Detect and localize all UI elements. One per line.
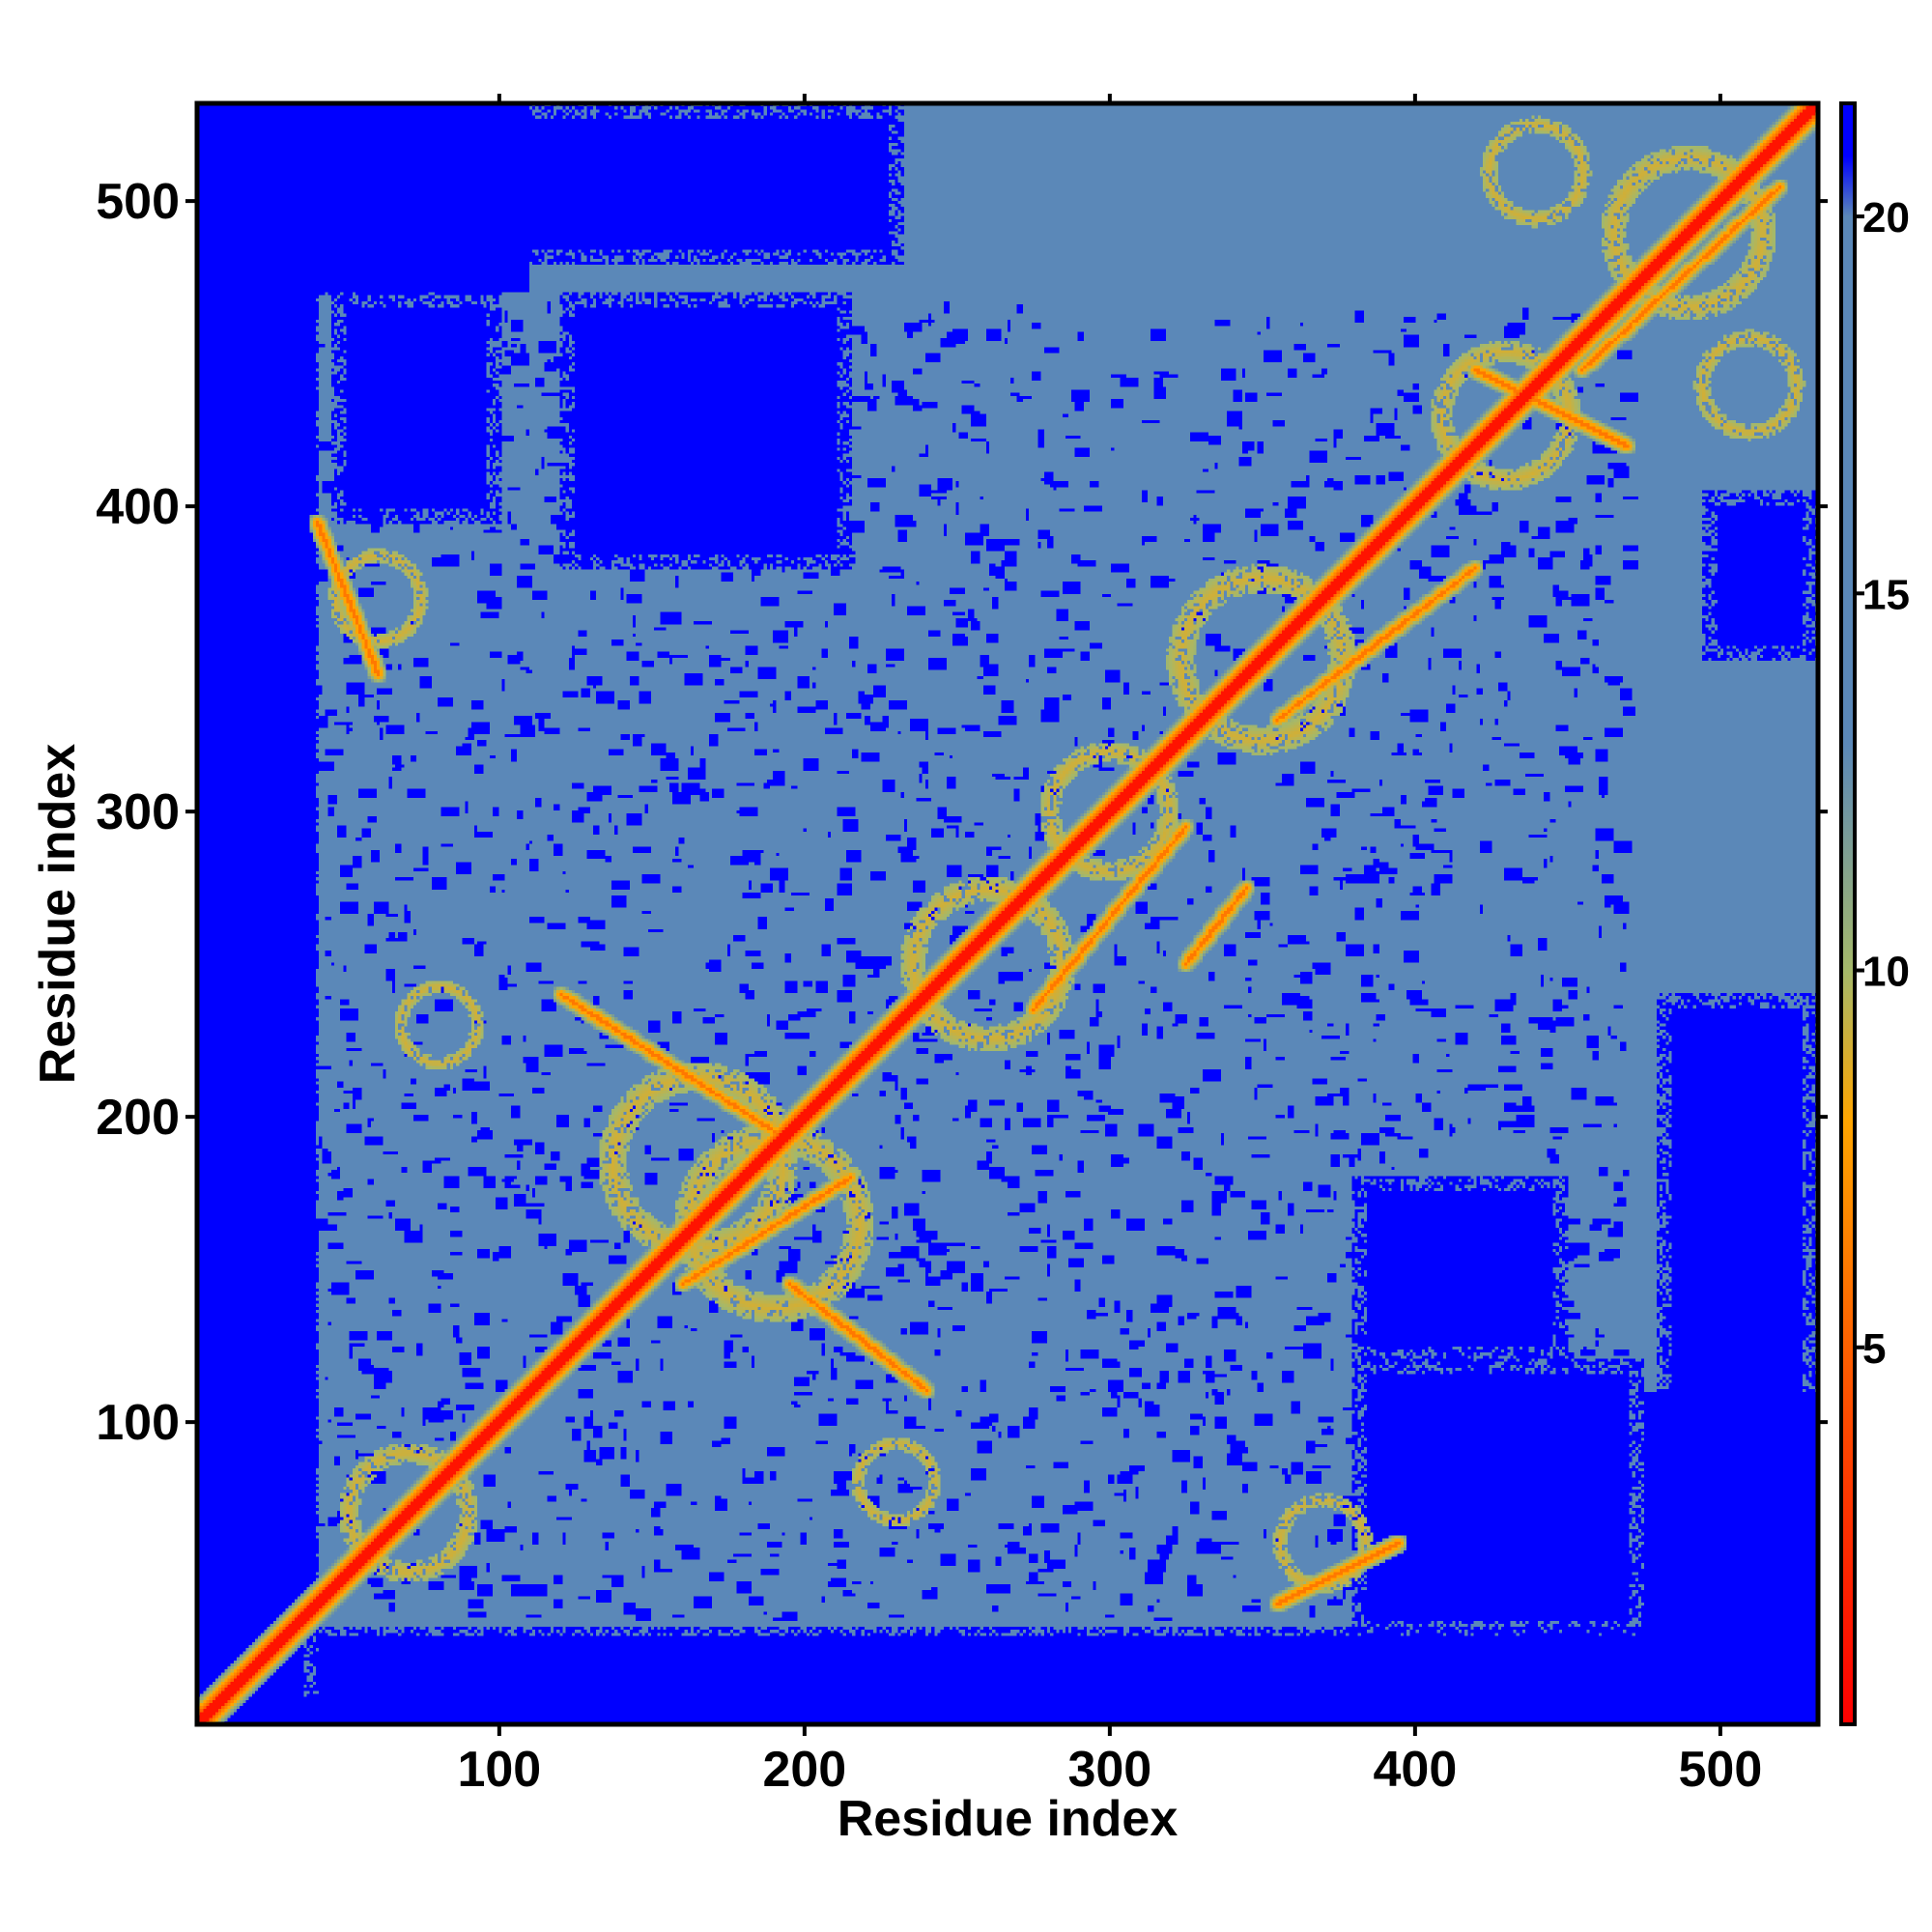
- plot-frame: [194, 100, 1821, 1727]
- x-tick-label: 200: [762, 1742, 846, 1798]
- y-axis-title: Residue index: [30, 744, 86, 1085]
- x-tick-label: 300: [1067, 1742, 1151, 1798]
- y-tick-label: 400: [96, 479, 180, 535]
- y-tick-label: 500: [96, 174, 180, 230]
- x-axis-ticks: 100 200 300 400 500: [457, 1724, 1762, 1798]
- y-tick-label: 300: [96, 784, 180, 840]
- colorbar-frame: [1839, 101, 1857, 1726]
- colorbar-tick-label: 10: [1862, 949, 1910, 996]
- heatmap-image-raster: [197, 103, 1818, 1724]
- colorbar-tick-label: 20: [1862, 194, 1910, 242]
- colorbar-gradient: [1841, 103, 1855, 1724]
- heatmap-panel: 100 200 300 400 500 100 200 300 400 500: [96, 94, 1821, 1798]
- x-tick-label: 400: [1373, 1742, 1457, 1798]
- colorbar-tick-label: 15: [1862, 571, 1910, 618]
- x-tick-label: 500: [1678, 1742, 1762, 1798]
- colorbar: 5 10 15 20: [1818, 101, 1910, 1726]
- colorbar-tick-label: 5: [1862, 1325, 1886, 1373]
- x-tick-label: 100: [457, 1742, 541, 1798]
- y-axis-ticks: 100 200 300 400 500: [96, 174, 197, 1451]
- x-axis-title: Residue index: [838, 1791, 1179, 1847]
- x-axis-top-ticks: [497, 94, 1722, 103]
- colorbar-ticks: 5 10 15 20: [1818, 194, 1910, 1425]
- y-tick-label: 100: [96, 1395, 180, 1451]
- y-tick-label: 200: [96, 1090, 180, 1146]
- heatmap-image: [197, 103, 1818, 1724]
